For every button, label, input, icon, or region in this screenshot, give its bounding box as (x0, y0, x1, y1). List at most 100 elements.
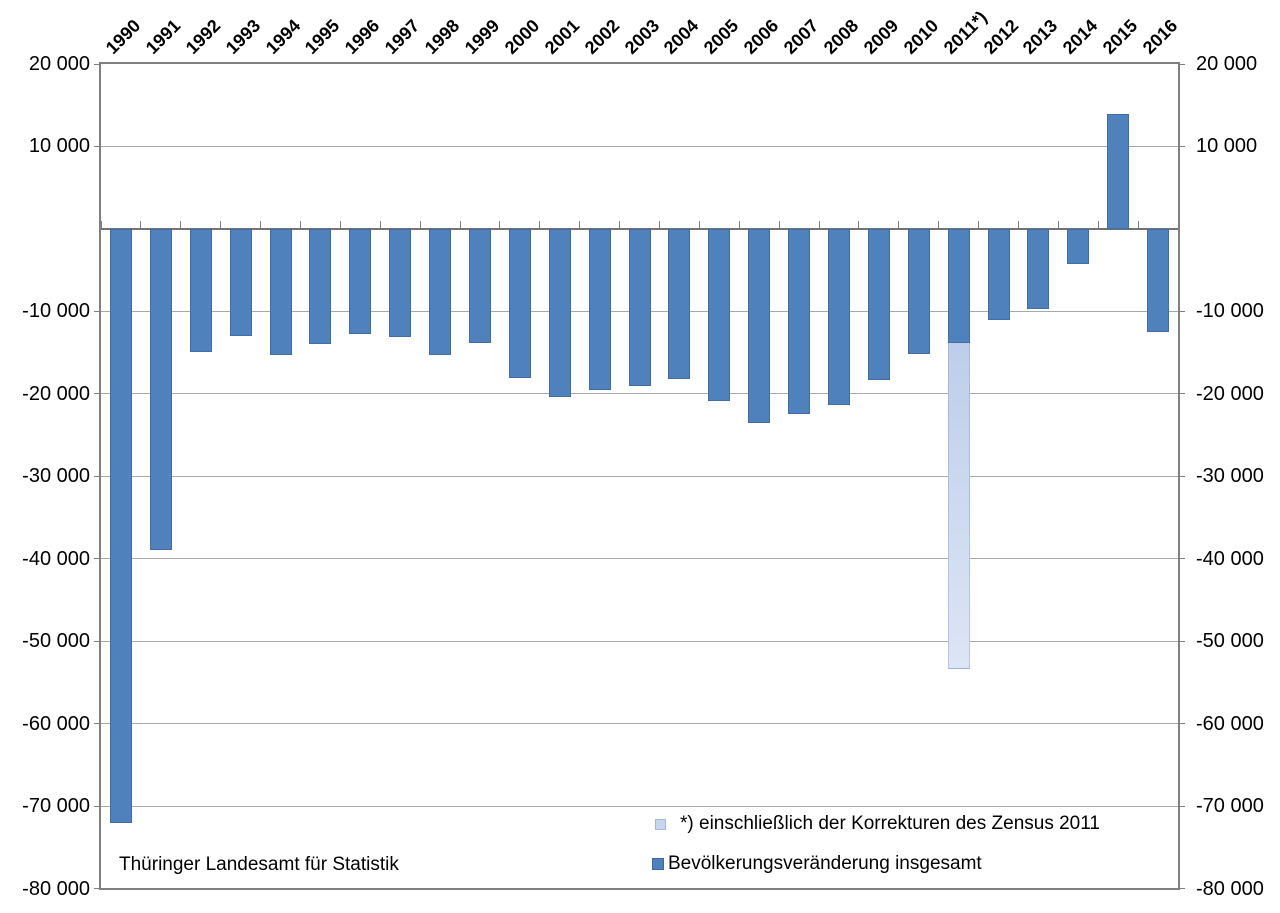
category-tick (379, 220, 381, 228)
category-tick (499, 220, 501, 228)
bar-2004 (668, 228, 691, 379)
bar-1995 (309, 228, 332, 345)
y-axis-tick-left (94, 723, 101, 725)
y-axis-tick-right (1178, 310, 1185, 312)
bar-2014 (1067, 228, 1090, 265)
category-tick (938, 220, 940, 228)
category-tick (1057, 220, 1059, 228)
y-axis-label-right: -50 000 (1196, 630, 1264, 653)
y-axis-label-left: -70 000 (22, 795, 90, 818)
category-tick (299, 220, 301, 228)
bar-2002 (588, 228, 611, 390)
y-axis-tick-left (94, 558, 101, 560)
y-axis-tick-right (1178, 393, 1185, 395)
x-axis-label-1991: 1991 (141, 15, 185, 58)
bar-2015 (1107, 114, 1130, 229)
y-axis-label-left: 20 000 (28, 53, 90, 75)
category-tick (818, 220, 820, 228)
bar-2013 (1027, 228, 1050, 309)
x-axis-label-1999: 1999 (460, 15, 504, 58)
gridline (101, 475, 1178, 477)
y-axis-tick-left (94, 310, 101, 312)
category-tick (220, 220, 222, 228)
bar-2007 (788, 228, 811, 414)
category-tick (1177, 220, 1179, 228)
legend-swatch-total-icon (652, 858, 664, 870)
bar-1991 (149, 228, 172, 551)
gridline (101, 145, 1178, 147)
category-tick (180, 220, 182, 228)
bar-2016 (1147, 228, 1170, 332)
y-axis-label-right: -30 000 (1196, 465, 1264, 488)
bar-1992 (189, 228, 212, 352)
y-axis-label-right: 10 000 (1196, 135, 1258, 158)
x-axis-label-2010: 2010 (899, 15, 943, 58)
category-tick (459, 220, 461, 228)
bar-2012 (987, 228, 1010, 321)
x-axis-label-2005: 2005 (700, 15, 743, 58)
y-axis-tick-right (1178, 805, 1185, 807)
y-axis-tick-left (94, 888, 101, 889)
y-axis-label-left: -30 000 (22, 465, 90, 488)
x-axis-label-2007: 2007 (779, 15, 823, 58)
bar-1998 (429, 228, 452, 356)
category-tick (1017, 220, 1019, 228)
y-axis-tick-right (1178, 723, 1185, 725)
x-axis-label-2014: 2014 (1059, 15, 1102, 58)
y-axis-tick-right (1178, 475, 1185, 477)
category-tick (619, 220, 621, 228)
bar-2009 (867, 228, 890, 380)
x-axis-label-2003: 2003 (620, 15, 663, 58)
bar-1993 (229, 228, 252, 337)
bar-1994 (269, 228, 292, 356)
x-axis-label-1994: 1994 (261, 15, 304, 58)
y-axis-label-right: -40 000 (1196, 547, 1264, 570)
y-axis-label-left: -80 000 (22, 877, 90, 900)
category-tick (658, 220, 660, 228)
category-tick (100, 220, 102, 228)
bar-1999 (468, 228, 491, 343)
x-axis-label-1996: 1996 (341, 15, 384, 58)
x-axis-label-1992: 1992 (181, 15, 225, 58)
y-axis-label-left: 10 000 (28, 135, 90, 158)
bar-1996 (349, 228, 372, 335)
category-tick (738, 220, 740, 228)
x-axis-label-2002: 2002 (580, 15, 623, 58)
category-tick (140, 220, 142, 228)
bar-2001 (548, 228, 571, 398)
x-axis-label-2015: 2015 (1099, 15, 1142, 58)
x-axis-label-2006: 2006 (740, 15, 783, 58)
x-axis-label-1990: 1990 (101, 15, 145, 58)
x-axis-label-2011: 2011*) (939, 7, 991, 59)
bar-2010 (907, 228, 930, 355)
x-axis-label-1998: 1998 (420, 15, 464, 58)
y-axis-label-left: -50 000 (22, 630, 90, 653)
legend-label-census: *) einschließlich der Korrekturen des Ze… (680, 813, 1100, 834)
gridline (101, 393, 1178, 395)
y-axis-tick-right (1178, 558, 1185, 560)
y-axis-label-right: -20 000 (1196, 382, 1264, 405)
gridline (101, 640, 1178, 642)
y-axis-label-right: 20 000 (1196, 53, 1258, 75)
source-note: Thüringer Landesamt für Statistik (119, 854, 399, 875)
x-axis-label-2013: 2013 (1019, 15, 1062, 58)
bar-2008 (827, 228, 850, 406)
bar-1990 (109, 228, 132, 823)
category-tick (778, 220, 780, 228)
gridline (101, 558, 1178, 560)
category-tick (260, 220, 262, 228)
bar-2003 (628, 228, 651, 387)
y-axis-tick-left (94, 805, 101, 807)
category-tick (858, 220, 860, 228)
y-axis-tick-right (1178, 145, 1185, 147)
x-axis-label-2001: 2001 (540, 15, 584, 58)
bar-2006 (748, 228, 771, 424)
category-tick (539, 220, 541, 228)
category-tick (1097, 220, 1099, 228)
gridline (101, 723, 1178, 725)
y-axis-tick-left (94, 640, 101, 642)
y-axis-label-right: -70 000 (1196, 795, 1264, 818)
x-axis-label-2000: 2000 (500, 15, 544, 58)
